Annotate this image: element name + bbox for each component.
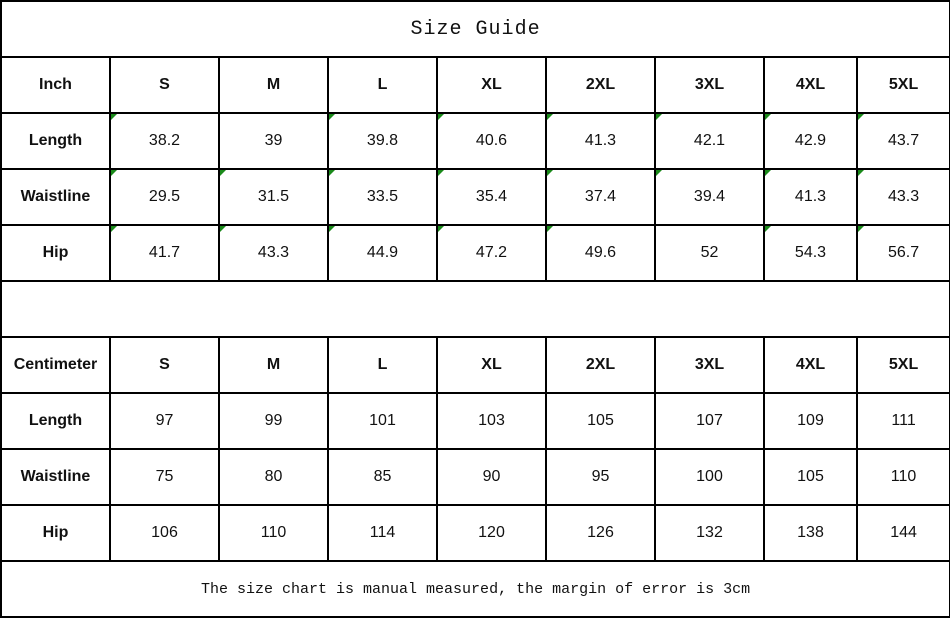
measurement-cell: 111 — [855, 392, 950, 450]
measurement-cell: 110 — [855, 448, 950, 506]
table-title: Size Guide — [0, 0, 950, 58]
size-header: M — [218, 56, 329, 114]
measurement-cell: 41.7 — [109, 224, 220, 282]
inch-unit-label: Inch — [0, 56, 111, 114]
centimeter-header-row: Centimeter S M L XL 2XL 3XL 4XL 5XL — [0, 336, 950, 394]
inch-header-row: Inch S M L XL 2XL 3XL 4XL 5XL — [0, 56, 950, 114]
table-row: Length 97 99 101 103 105 107 109 111 — [0, 392, 950, 450]
size-header: S — [109, 56, 220, 114]
measurement-cell: 39.8 — [327, 112, 438, 170]
measurement-cell: 43.3 — [855, 168, 950, 226]
measurement-cell: 39.4 — [654, 168, 765, 226]
measurement-cell: 97 — [109, 392, 220, 450]
measurement-cell: 49.6 — [545, 224, 656, 282]
size-header: 4XL — [763, 336, 858, 394]
measurement-label: Waistline — [0, 168, 111, 226]
size-header: 2XL — [545, 336, 656, 394]
measurement-cell: 126 — [545, 504, 656, 562]
size-header: L — [327, 336, 438, 394]
measurement-label: Hip — [0, 224, 111, 282]
table-row: Waistline 29.5 31.5 33.5 35.4 37.4 39.4 41.3 43.… — [0, 168, 950, 226]
measurement-cell: 44.9 — [327, 224, 438, 282]
measurement-cell: 41.3 — [763, 168, 858, 226]
measurement-cell: 43.7 — [855, 112, 950, 170]
measurement-cell: 40.6 — [436, 112, 547, 170]
measurement-label: Length — [0, 392, 111, 450]
measurement-cell: 120 — [436, 504, 547, 562]
table-row: Hip 41.7 43.3 44.9 47.2 49.6 52 54.3 56.7 — [0, 224, 950, 282]
measurement-label: Waistline — [0, 448, 111, 506]
size-header: 3XL — [654, 56, 765, 114]
measurement-cell: 105 — [763, 448, 858, 506]
measurement-cell: 107 — [654, 392, 765, 450]
spacer-cell — [0, 280, 950, 338]
size-header: S — [109, 336, 220, 394]
footer-row: The size chart is manual measured, the m… — [0, 560, 950, 618]
size-header: XL — [436, 336, 547, 394]
size-header: 5XL — [855, 336, 950, 394]
measurement-cell: 41.3 — [545, 112, 656, 170]
measurement-cell: 132 — [654, 504, 765, 562]
measurement-label: Length — [0, 112, 111, 170]
size-header: XL — [436, 56, 547, 114]
table-row: Waistline 75 80 85 90 95 100 105 110 — [0, 448, 950, 506]
measurement-cell: 42.1 — [654, 112, 765, 170]
size-header: 2XL — [545, 56, 656, 114]
spacer-row — [0, 280, 950, 338]
measurement-cell: 37.4 — [545, 168, 656, 226]
size-header: 5XL — [855, 56, 950, 114]
measurement-cell: 29.5 — [109, 168, 220, 226]
measurement-cell: 52 — [654, 224, 765, 282]
measurement-cell: 114 — [327, 504, 438, 562]
measurement-cell: 100 — [654, 448, 765, 506]
measurement-cell: 47.2 — [436, 224, 547, 282]
measurement-cell: 56.7 — [855, 224, 950, 282]
measurement-cell: 103 — [436, 392, 547, 450]
size-guide-table: Size Guide Inch S M L XL 2XL 3XL 4XL 5XL Length 38… — [0, 0, 950, 618]
table-row: Hip 106 110 114 120 126 132 138 144 — [0, 504, 950, 562]
measurement-cell: 80 — [218, 448, 329, 506]
measurement-cell: 75 — [109, 448, 220, 506]
size-header: 4XL — [763, 56, 858, 114]
measurement-cell: 106 — [109, 504, 220, 562]
measurement-cell: 85 — [327, 448, 438, 506]
measurement-cell: 38.2 — [109, 112, 220, 170]
size-header: 3XL — [654, 336, 765, 394]
measurement-label: Hip — [0, 504, 111, 562]
measurement-cell: 43.3 — [218, 224, 329, 282]
measurement-cell: 101 — [327, 392, 438, 450]
measurement-cell: 35.4 — [436, 168, 547, 226]
measurement-cell: 138 — [763, 504, 858, 562]
measurement-cell: 42.9 — [763, 112, 858, 170]
footer-note: The size chart is manual measured, the m… — [0, 560, 950, 618]
measurement-cell: 109 — [763, 392, 858, 450]
table-row: Length 38.2 39 39.8 40.6 41.3 42.1 42.9 43.7 — [0, 112, 950, 170]
size-header: M — [218, 336, 329, 394]
measurement-cell: 90 — [436, 448, 547, 506]
measurement-cell: 99 — [218, 392, 329, 450]
measurement-cell: 33.5 — [327, 168, 438, 226]
measurement-cell: 39 — [218, 112, 329, 170]
measurement-cell: 95 — [545, 448, 656, 506]
measurement-cell: 31.5 — [218, 168, 329, 226]
measurement-cell: 54.3 — [763, 224, 858, 282]
centimeter-unit-label: Centimeter — [0, 336, 111, 394]
measurement-cell: 144 — [855, 504, 950, 562]
measurement-cell: 110 — [218, 504, 329, 562]
size-header: L — [327, 56, 438, 114]
measurement-cell: 105 — [545, 392, 656, 450]
